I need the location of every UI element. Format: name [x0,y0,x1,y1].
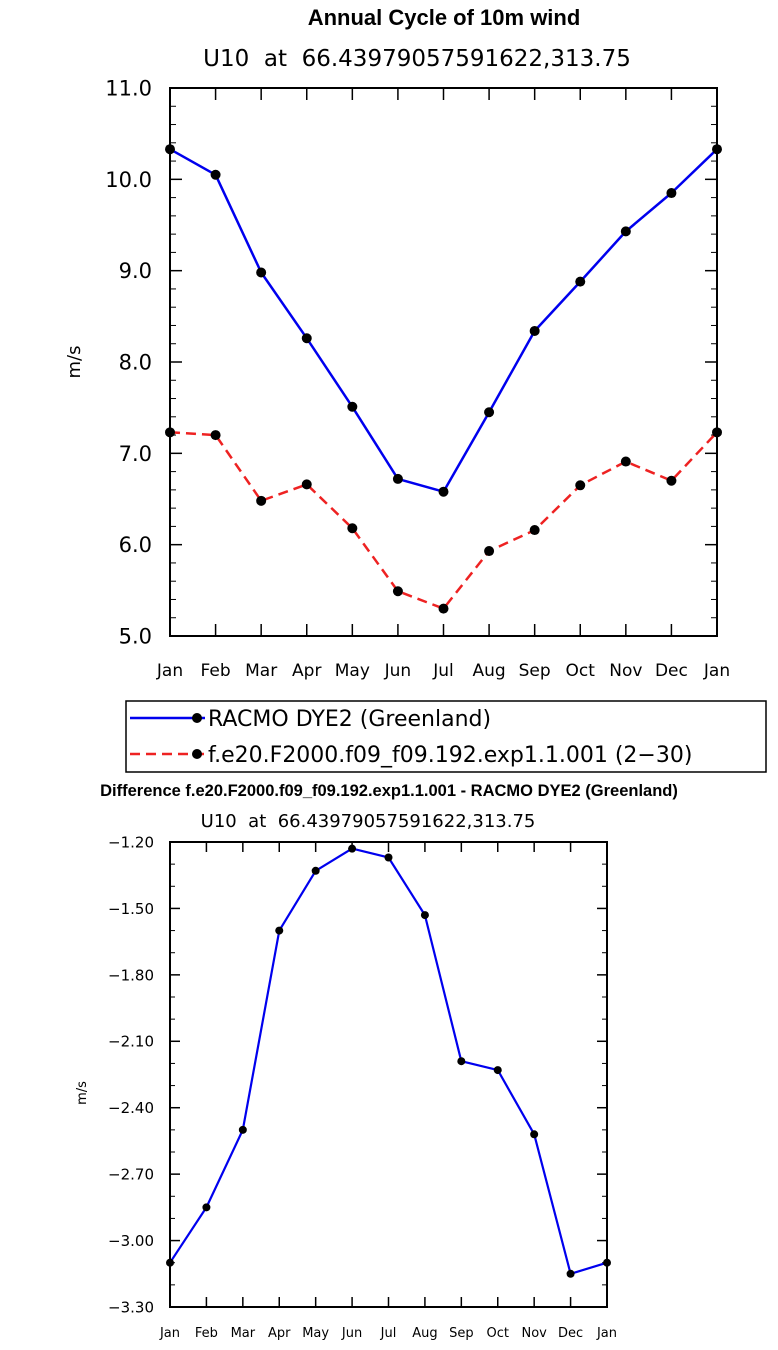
data-point [575,276,586,287]
xtick-label: May [335,661,370,681]
data-point [620,456,631,467]
xtick-label: Apr [292,661,321,681]
chart1-ylabel: m/s [64,346,85,379]
ytick-label: 11.0 [105,77,152,101]
data-point [301,333,312,344]
series-line-0 [169,847,608,1275]
chart1-axes: 5.0 6.0 7.0 8.0 9.0 10.0 11.0 Jan Feb Mar Apr May Ju… [105,77,730,681]
data-point [301,479,312,490]
ytick-label: −2.70 [108,1166,154,1184]
legend-marker-racmo [192,713,202,723]
data-point [347,523,358,534]
xtick-label: Oct [487,1326,509,1341]
ytick-label: 9.0 [119,259,152,283]
data-point [529,325,540,336]
ytick-label: −2.40 [108,1099,154,1117]
xtick-label: Jan [156,661,183,681]
xtick-label: Jul [380,1326,397,1341]
chart1-series [165,144,722,614]
xtick-label: Jun [384,661,412,681]
data-point [384,853,393,862]
chart-difference: Difference f.e20.F2000.f09_f09.192.exp1.… [75,782,678,1341]
xtick-label: Jan [159,1326,180,1341]
data-point [530,1130,539,1139]
data-point [210,430,221,441]
xtick-label: Jan [703,661,730,681]
chart2-subtitle: U10 at 66.43979057591622,313.75 [201,811,536,832]
xtick-label: Sep [449,1326,474,1341]
chart2-ylabel: m/s [75,1081,90,1105]
data-point [620,226,631,237]
data-point [311,866,320,875]
ytick-label: −3.00 [108,1232,154,1250]
legend-box [125,700,767,773]
legend-label-model: f.e20.F2000.f09_f09.192.exp1.1.001 (2−30… [208,743,692,768]
xtick-label: Mar [245,661,277,681]
data-point [238,1125,247,1134]
data-point [348,844,357,853]
data-point [666,475,677,486]
ytick-label: 6.0 [119,533,152,557]
xtick-label: Oct [566,661,596,681]
chart2-title: Difference f.e20.F2000.f09_f09.192.exp1.… [100,782,678,800]
legend-label-racmo: RACMO DYE2 (Greenland) [208,707,491,732]
chart2-frame [169,841,608,1308]
data-point [392,586,403,597]
data-point [420,911,429,920]
series-line-1 [169,431,718,610]
xtick-label: Aug [472,661,505,681]
data-point [484,546,495,557]
chart1-subtitle: U10 at 66.43979057591622,313.75 [203,46,631,72]
xtick-label: Sep [519,661,551,681]
data-point [457,1057,466,1066]
xtick-label: Jul [432,661,454,681]
chart2-series [166,844,611,1278]
data-point [210,169,221,180]
data-point [438,603,449,614]
xtick-label: Nov [609,661,642,681]
data-point [202,1203,211,1212]
chart1-title: Annual Cycle of 10m wind [308,5,581,30]
xtick-label: Mar [231,1326,256,1341]
xtick-label: Feb [195,1326,218,1341]
xtick-label: Apr [268,1326,291,1341]
data-point [484,407,495,418]
xtick-label: Dec [558,1326,583,1341]
xtick-label: Jan [596,1326,617,1341]
data-point [275,926,284,935]
data-point [256,267,267,278]
data-point [392,473,403,484]
xtick-label: May [302,1326,329,1341]
data-point [566,1269,575,1278]
data-point [493,1066,502,1075]
xtick-label: Aug [412,1326,437,1341]
xtick-label: Jun [341,1326,362,1341]
ytick-label: −1.80 [108,966,154,984]
ytick-label: −1.50 [108,900,154,918]
chart1-legend: RACMO DYE2 (Greenland) f.e20.F2000.f09_f… [125,700,767,773]
chart2-axes: −3.30 −3.00 −2.70 −2.40 −2.10 −1.80 −1.50 −1.20… [108,833,617,1341]
ytick-label: 10.0 [105,168,152,192]
data-point [438,486,449,497]
chart1-frame [169,87,718,637]
data-point [666,188,677,199]
ytick-label: −3.30 [108,1298,154,1316]
ytick-label: 8.0 [119,351,152,375]
data-point [575,480,586,491]
chart-annual-cycle: Annual Cycle of 10m wind U10 at 66.43979… [64,5,767,773]
ytick-label: 7.0 [119,442,152,466]
ytick-label: −2.10 [108,1033,154,1051]
xtick-label: Nov [521,1326,547,1341]
xtick-label: Feb [201,661,231,681]
ytick-label: 5.0 [119,625,152,649]
legend-marker-model [192,749,202,759]
data-point [347,401,358,412]
data-point [529,525,540,536]
data-point [256,495,267,506]
series-line-0 [169,148,718,493]
xtick-label: Dec [655,661,688,681]
ytick-label: −1.20 [108,833,154,851]
